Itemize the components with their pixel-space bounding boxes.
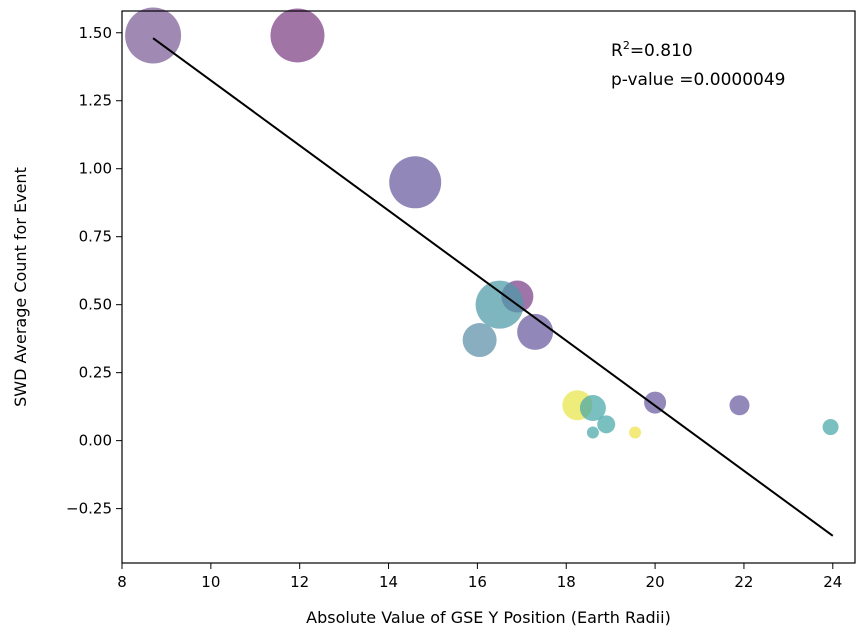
y-tick-label: 1.00 <box>79 160 112 178</box>
r-squared-annotation: R2=0.810 <box>611 39 693 61</box>
data-point-11 <box>586 426 599 439</box>
x-tick-label: 24 <box>823 573 842 591</box>
data-point-3 <box>389 156 442 209</box>
data-point-1 <box>125 7 182 64</box>
data-point-4 <box>462 323 497 358</box>
data-point-12 <box>629 426 642 439</box>
data-point-10 <box>597 415 616 434</box>
r2-value: =0.810 <box>630 41 693 61</box>
x-tick-label: 8 <box>117 573 127 591</box>
x-ticks: 8 10 12 14 16 18 20 22 24 <box>117 563 842 591</box>
data-point-7 <box>517 313 554 350</box>
data-point-9 <box>579 395 606 422</box>
r2-superscript: 2 <box>623 39 630 52</box>
x-axis-label: Absolute Value of GSE Y Position (Earth … <box>306 608 671 627</box>
data-point-2 <box>270 8 325 63</box>
r2-label: R <box>611 41 623 61</box>
y-axis-label: SWD Average Count for Event <box>11 167 30 407</box>
x-tick-label: 18 <box>557 573 576 591</box>
x-tick-label: 14 <box>379 573 398 591</box>
x-tick-label: 10 <box>201 573 220 591</box>
data-point-14 <box>729 395 750 416</box>
plot-frame <box>121 10 856 564</box>
y-tick-label: 0.00 <box>79 432 112 450</box>
data-point-15 <box>822 419 839 436</box>
points-layer <box>125 7 839 439</box>
y-tick-label: −0.25 <box>66 500 112 518</box>
x-tick-label: 12 <box>290 573 309 591</box>
fit-line-layer <box>152 37 834 537</box>
x-tick-label: 20 <box>646 573 665 591</box>
y-tick-label: 1.25 <box>79 92 112 110</box>
data-point-13 <box>644 391 667 414</box>
y-tick-label: 0.25 <box>79 364 112 382</box>
y-tick-label: 1.50 <box>79 24 112 42</box>
y-tick-label: 0.75 <box>79 228 112 246</box>
p-value-annotation: p-value =0.0000049 <box>611 70 785 90</box>
x-tick-label: 22 <box>734 573 753 591</box>
data-point-6 <box>475 280 524 329</box>
x-tick-label: 16 <box>468 573 487 591</box>
y-ticks: −0.25 0.00 0.25 0.50 0.75 1.00 1.25 1.50 <box>66 24 122 518</box>
regression-line <box>152 37 834 537</box>
y-tick-label: 0.50 <box>79 296 112 314</box>
